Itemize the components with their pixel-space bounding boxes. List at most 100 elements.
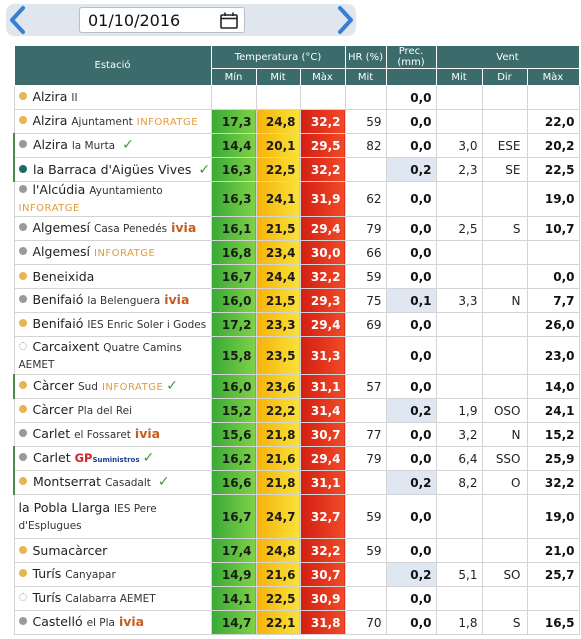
header-wind-dir[interactable]: Dir [481, 68, 528, 86]
check-icon: ✓ [157, 474, 170, 490]
station-cell[interactable]: Beneixida [13, 264, 212, 289]
humidity-cell [344, 398, 387, 423]
precip-cell: 0,2 [385, 470, 437, 495]
station-cell[interactable]: Carlet el Fossaret ivia [13, 422, 212, 447]
station-type-dot-icon [18, 295, 27, 303]
station-cell[interactable]: Càrcer Sud INFORATGE ✓ [13, 374, 212, 399]
station-name[interactable]: Sumacàrcer [32, 543, 108, 558]
station-name[interactable]: Turís [32, 566, 62, 581]
station-row[interactable]: Castelló el Pla ivia 14,7 22,1 31,8 70 0,0 1,8… [13, 610, 580, 635]
temp-min-cell: 16,7 [210, 264, 257, 289]
station-name[interactable]: Algemesí [32, 244, 91, 259]
station-cell[interactable]: Càrcer Pla del Rei [13, 398, 212, 423]
temp-mit-cell: 21,5 [255, 216, 301, 241]
station-name[interactable]: Carlet [33, 449, 71, 465]
station-row[interactable]: l'Alcúdia Ayuntamiento INFORATGE 16,3 24,1… [13, 181, 580, 217]
station-row[interactable]: Càrcer Sud INFORATGE ✓ 16,0 23,6 31,1 57 0,0 14… [13, 374, 580, 399]
station-name[interactable]: Benifaió [32, 316, 84, 331]
inforatge-logo: INFORATGE [94, 248, 156, 259]
humidity-cell: 79 [344, 216, 387, 241]
station-name[interactable]: Alzira [33, 137, 68, 152]
station-cell[interactable]: Turís Calabarra AEMET [13, 586, 212, 611]
station-cell[interactable]: Turís Canyapar [13, 562, 212, 587]
station-name[interactable]: Alzira [32, 113, 68, 128]
station-name[interactable]: Algemesí [32, 220, 91, 235]
station-cell[interactable]: Carlet GPSuministros ✓ [13, 446, 212, 471]
station-cell[interactable]: Alzira la Murta ✓ [13, 133, 212, 158]
station-name[interactable]: la Barraca d'Aigües Vives [33, 161, 192, 177]
station-cell[interactable]: la Barraca d'Aigües Vives ✓ [13, 157, 212, 182]
gp-logo: GP [74, 450, 93, 465]
station-cell[interactable]: Alzira II [13, 85, 212, 110]
humidity-cell: 79 [344, 446, 387, 471]
previous-day-button[interactable] [6, 4, 30, 36]
station-name[interactable]: l'Alcúdia [32, 182, 86, 197]
temp-mit-cell: 24,8 [255, 538, 301, 563]
station-row[interactable]: Alzira la Murta ✓ 14,4 20,1 29,5 82 0,0 3,0 ESE… [13, 133, 580, 158]
station-cell[interactable]: Carcaixent Quatre Camins AEMET [13, 336, 212, 375]
station-row[interactable]: Benifaió la Belenguera ivia 16,0 21,5 29,3 7… [13, 288, 580, 313]
station-location: la Belenguera [87, 295, 161, 307]
wind-dir-cell [481, 336, 528, 375]
station-cell[interactable]: Algemesí INFORATGE [13, 240, 212, 265]
next-day-button[interactable] [333, 4, 357, 36]
date-input[interactable] [88, 10, 208, 30]
header-hr-mit[interactable]: Mit [344, 68, 387, 86]
station-name[interactable]: Càrcer [33, 378, 74, 393]
header-station[interactable]: Estació [13, 45, 212, 86]
header-temp-min[interactable]: Mín [210, 68, 257, 86]
date-picker[interactable] [79, 7, 245, 33]
station-row[interactable]: Algemesí INFORATGE 16,8 23,4 30,0 66 0,0 [13, 240, 580, 265]
inforatge-logo: INFORATGE [101, 382, 164, 393]
station-cell[interactable]: Montserrat Casadalt ✓ [13, 470, 212, 495]
station-cell[interactable]: Castelló el Pla ivia [13, 610, 212, 635]
wind-max-cell [526, 240, 580, 265]
station-cell[interactable]: l'Alcúdia Ayuntamiento INFORATGE [13, 181, 212, 217]
station-row[interactable]: Carlet GPSuministros ✓ 16,2 21,6 29,4 79 0,0 6,… [13, 446, 580, 471]
wind-mit-cell: 5,1 [435, 562, 483, 587]
station-cell[interactable]: la Pobla Llarga IES Pere d'Esplugues [13, 494, 212, 539]
station-cell[interactable]: Benifaió la Belenguera ivia [13, 288, 212, 313]
station-row[interactable]: Turís Canyapar 14,9 21,6 30,7 0,2 5,1 SO 25,7 [13, 562, 580, 587]
station-name[interactable]: Montserrat [33, 474, 102, 489]
station-location: Casadalt [105, 477, 151, 489]
wind-mit-cell [435, 374, 483, 399]
temp-min-cell: 16,0 [210, 288, 257, 313]
station-row[interactable]: Benifaió IES Enric Soler i Godes 17,2 23,… [13, 312, 580, 337]
station-row[interactable]: Alzira Ajuntament INFORATGE 17,3 24,8 32,2 5… [13, 109, 580, 134]
calendar-icon[interactable] [220, 12, 238, 29]
station-name[interactable]: Alzira [32, 89, 68, 104]
station-row[interactable]: Montserrat Casadalt ✓ 16,6 21,8 31,1 0,2 8,2 O… [13, 470, 580, 495]
station-row[interactable]: Carlet el Fossaret ivia 15,6 21,8 30,7 77 0,0… [13, 422, 580, 447]
station-cell[interactable]: Algemesí Casa Penedés ivia [13, 216, 212, 241]
station-cell[interactable]: Benifaió IES Enric Soler i Godes [13, 312, 212, 337]
station-name[interactable]: Beneixida [32, 269, 95, 284]
humidity-cell: 59 [344, 538, 387, 563]
station-name[interactable]: la Pobla Llarga [18, 499, 111, 515]
temp-mit-cell: 24,7 [255, 494, 301, 539]
precip-cell: 0,0 [385, 264, 437, 289]
station-row[interactable]: Beneixida 16,7 24,4 32,2 59 0,0 0,0 [13, 264, 580, 289]
station-location: Sud [77, 381, 98, 393]
station-row[interactable]: la Pobla Llarga IES Pere d'Esplugues 16,… [13, 494, 580, 539]
station-cell[interactable]: Alzira Ajuntament INFORATGE [13, 109, 212, 134]
station-name[interactable]: Turís [32, 590, 62, 605]
station-row[interactable]: Sumacàrcer 17,4 24,8 32,2 59 0,0 21,0 [13, 538, 580, 563]
header-wind-mit[interactable]: Mit [435, 68, 483, 86]
station-name[interactable]: Castelló [32, 614, 83, 629]
station-name[interactable]: Benifaió [32, 292, 84, 307]
header-temp-mit[interactable]: Mit [255, 68, 301, 86]
station-cell[interactable]: Sumacàrcer [13, 538, 212, 563]
station-row[interactable]: Algemesí Casa Penedés ivia 16,1 21,5 29,4 79… [13, 216, 580, 241]
station-row[interactable]: Turís Calabarra AEMET 14,1 22,5 30,9 0,0 [13, 586, 580, 611]
station-row[interactable]: Càrcer Pla del Rei 15,2 22,2 31,4 0,2 1,9 OSO… [13, 398, 580, 423]
station-name[interactable]: Carlet [32, 426, 71, 441]
station-name[interactable]: Carcaixent [32, 338, 100, 354]
station-row[interactable]: Alzira II 0,0 [13, 85, 580, 110]
station-name[interactable]: Càrcer [32, 402, 74, 417]
station-row[interactable]: Carcaixent Quatre Camins AEMET 15,8 23,5 3… [13, 336, 580, 375]
station-row[interactable]: la Barraca d'Aigües Vives ✓ 16,3 22,5 32,2 0… [13, 157, 580, 182]
temp-max-cell: 29,5 [299, 133, 346, 158]
header-wind-max[interactable]: Màx [526, 68, 580, 86]
header-temp-max[interactable]: Màx [299, 68, 346, 86]
